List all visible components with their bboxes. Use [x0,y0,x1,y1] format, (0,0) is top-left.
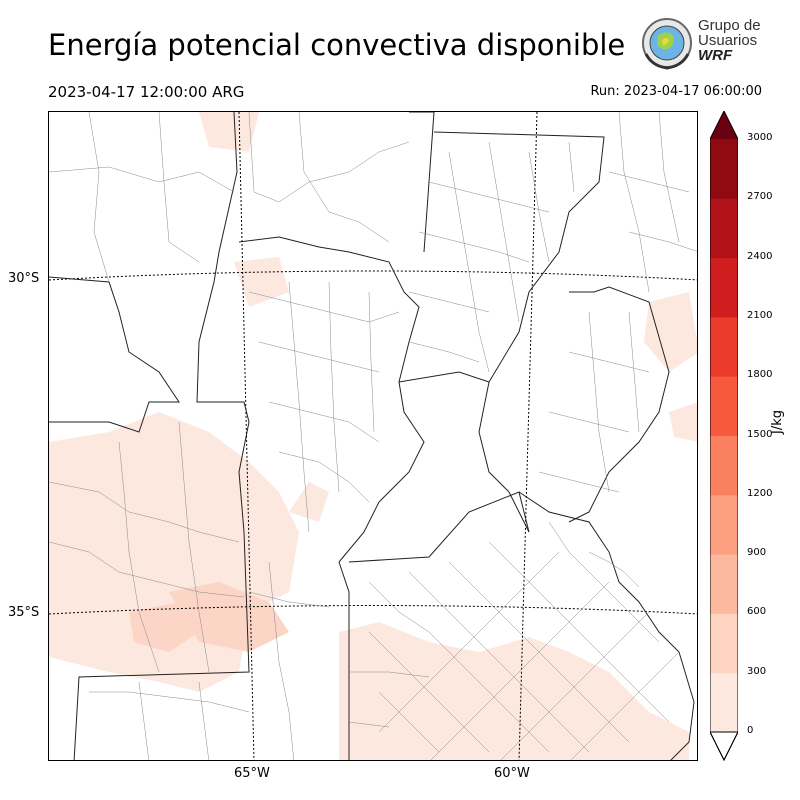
colorbar-band [710,257,738,318]
colorbar-tick-label: 300 [747,665,767,677]
colorbar-bands [710,139,738,733]
latitude-label-30s: 30°S [8,271,40,286]
logo-text: Grupo de Usuarios WRF [698,18,761,63]
colorbar-tick-label: 3000 [747,132,773,143]
longitude-label-65w: 65°W [234,766,270,781]
logo-line-1: Grupo de [698,17,761,34]
colorbar-tick-label: 1500 [747,428,773,440]
colorbar-tick-label: 1200 [747,487,773,499]
colorbar-tick-label: 2100 [747,309,773,321]
colorbar-tick-label: 2400 [747,250,773,262]
department-boundaries [49,112,697,760]
colorbar-tick-label: 2700 [747,191,773,203]
map-title: Energía potencial convectiva disponible [48,28,626,62]
colorbar-units: J/kg [770,410,785,434]
colorbar-band [710,554,738,614]
latitude-label-35s: 35°S [8,605,40,620]
colorbar-extend-max [710,111,738,139]
colorbar-tick-label: 600 [747,606,767,618]
colorbar-band [710,376,738,436]
globe-logo-icon [642,18,692,70]
logo-line-2: Usuarios [698,32,758,49]
run-time: Run: 2023-04-17 06:00:00 [590,84,762,99]
map-panel [48,111,698,761]
valid-time: 2023-04-17 12:00:00 ARG [48,83,245,101]
logo-line-3: WRF [698,47,733,64]
colorbar-band [710,198,738,259]
map-svg [49,112,697,760]
colorbar-band [710,139,738,199]
colorbar-extend-min [710,731,738,761]
colorbar [710,111,738,761]
colorbar-tick-label: 900 [747,547,767,559]
cape-shading [49,112,697,760]
colorbar-tick-label: 0 [747,725,754,736]
colorbar-tick-label: 1800 [747,369,773,381]
colorbar-band [710,435,738,496]
colorbar-band [710,613,738,674]
colorbar-band [710,494,738,555]
wrf-logo: Grupo de Usuarios WRF [638,14,768,74]
colorbar-band [710,316,738,377]
colorbar-band [710,672,738,733]
longitude-label-60w: 60°W [494,766,530,781]
